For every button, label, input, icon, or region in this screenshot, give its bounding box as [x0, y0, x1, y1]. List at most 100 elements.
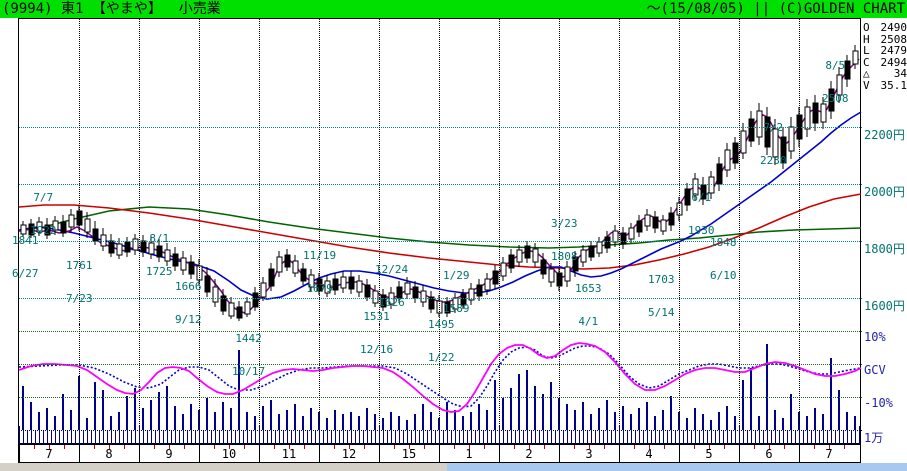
week-tick — [727, 430, 728, 444]
x-axis-minor-tick — [229, 445, 230, 449]
footer-progress-strip — [447, 463, 907, 471]
week-tick — [243, 430, 244, 444]
week-tick — [575, 430, 576, 444]
x-axis-label: 3 — [585, 447, 593, 461]
price-series-svg — [19, 45, 862, 321]
ma-longest-line — [19, 206, 862, 249]
week-tick — [487, 430, 488, 444]
ohlc-value: 2508 — [880, 32, 907, 46]
ohlc-value: 2479 — [880, 44, 907, 57]
week-tick — [819, 430, 820, 444]
week-tick — [731, 430, 732, 444]
week-tick — [567, 430, 568, 444]
gcv-gridline-10 — [19, 331, 862, 332]
annotation-12-16: 1531 12/16 — [360, 289, 393, 377]
week-tick — [703, 430, 704, 444]
week-tick — [95, 430, 96, 444]
gridline-2200 — [19, 127, 862, 128]
week-tick — [275, 430, 276, 444]
week-tick — [827, 430, 828, 444]
week-tick — [439, 426, 440, 444]
annotation-1-29: 1/29 1589 — [443, 248, 470, 336]
week-tick — [403, 430, 404, 444]
week-tick — [415, 430, 416, 444]
week-tick — [611, 430, 612, 444]
week-tick — [815, 430, 816, 444]
x-axis-separator — [559, 445, 560, 462]
x-axis-separator — [139, 445, 140, 462]
week-tick — [375, 430, 376, 444]
week-tick — [371, 430, 372, 444]
week-tick — [263, 430, 264, 444]
week-tick — [127, 430, 128, 444]
week-tick — [663, 430, 664, 444]
ohlc-row: C 2494 — [861, 56, 907, 69]
x-axis-separator — [799, 445, 800, 462]
month-divider — [379, 324, 380, 444]
month-divider — [739, 19, 740, 324]
week-tick — [691, 430, 692, 444]
ohlc-row: V 35.1 — [861, 79, 907, 92]
week-tick — [91, 430, 92, 444]
week-tick — [595, 430, 596, 444]
annotation-date: 12/24 — [375, 263, 409, 276]
week-tick — [207, 430, 208, 444]
week-tick — [211, 430, 212, 444]
x-axis-separator — [739, 445, 740, 462]
week-tick — [799, 426, 800, 444]
week-tick — [63, 430, 64, 444]
week-tick — [579, 430, 580, 444]
week-tick — [339, 430, 340, 444]
ohlc-key: L — [863, 44, 870, 57]
x-axis-minor-tick — [274, 445, 275, 449]
x-axis-minor-tick — [289, 445, 290, 449]
week-tick — [55, 430, 56, 444]
x-axis-label: 5 — [705, 447, 713, 461]
week-tick — [543, 430, 544, 444]
x-axis-separator — [619, 445, 620, 462]
x-axis-minor-tick — [814, 445, 815, 449]
week-tick — [671, 430, 672, 444]
x-axis[interactable]: 7 8 9 10 11 12 15 1 2 3 4 5 6 7 — [18, 444, 861, 463]
week-tick — [835, 430, 836, 444]
x-axis-minor-tick — [169, 445, 170, 449]
week-tick — [571, 430, 572, 444]
x-axis-minor-tick — [244, 445, 245, 449]
week-tick — [775, 430, 776, 444]
week-tick — [159, 430, 160, 444]
week-tick — [135, 430, 136, 444]
week-tick — [603, 430, 604, 444]
week-tick — [291, 430, 292, 444]
week-tick — [223, 430, 224, 444]
week-tick — [659, 430, 660, 444]
week-tick — [779, 430, 780, 444]
x-axis-minor-tick — [754, 445, 755, 449]
x-axis-minor-tick — [784, 445, 785, 449]
week-tick — [647, 430, 648, 444]
week-tick — [503, 430, 504, 444]
annotation-9-12: 1666 9/12 — [175, 259, 202, 347]
week-tick — [719, 430, 720, 444]
week-tick — [187, 430, 188, 444]
annotation-price: 1495 — [428, 318, 455, 331]
x-axis-minor-tick — [709, 445, 710, 449]
x-axis-minor-tick — [529, 445, 530, 449]
week-tick — [547, 430, 548, 444]
ohlc-readout: O 2490 H 2508 L 2479 C 2494 △ 34 V 35.1 — [861, 22, 907, 102]
week-tick — [319, 426, 320, 444]
x-axis-minor-tick — [184, 445, 185, 449]
x-axis-minor-tick — [124, 445, 125, 449]
week-tick — [407, 430, 408, 444]
month-divider — [679, 324, 680, 444]
week-tick — [255, 430, 256, 444]
month-divider — [799, 19, 800, 324]
week-tick — [235, 430, 236, 444]
week-tick — [111, 430, 112, 444]
week-tick — [715, 430, 716, 444]
week-tick — [147, 430, 148, 444]
gcv-gridline-0 — [19, 364, 862, 365]
x-axis-minor-tick — [694, 445, 695, 449]
week-tick — [307, 430, 308, 444]
gridline-2000 — [19, 184, 862, 185]
week-tick — [175, 430, 176, 444]
